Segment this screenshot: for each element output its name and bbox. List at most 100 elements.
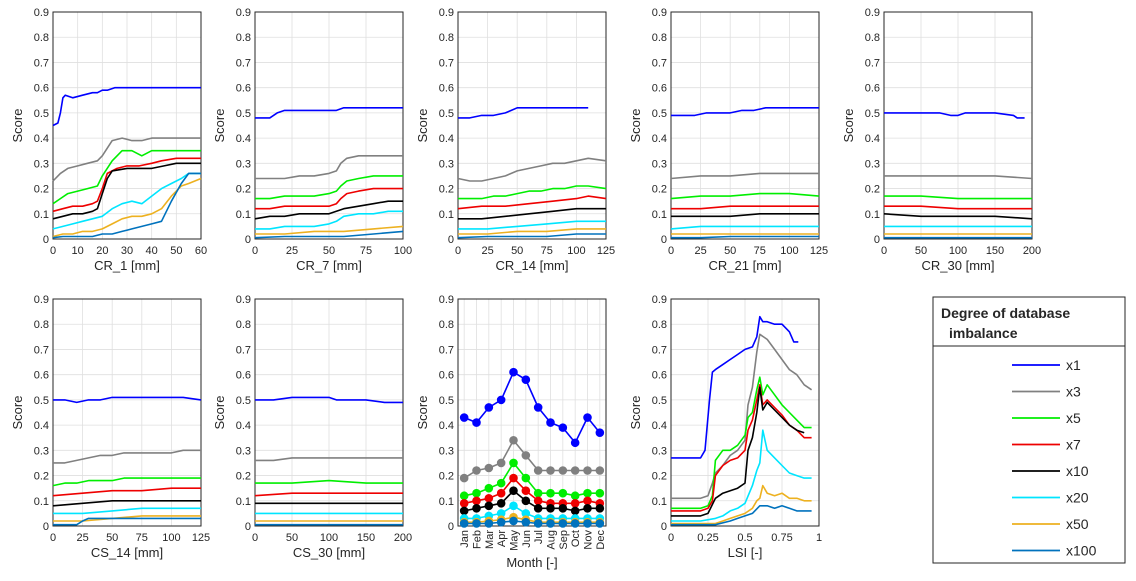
series-line-x3 bbox=[255, 155, 403, 180]
y-tick-label: 0.5 bbox=[34, 108, 49, 120]
series-line-x7 bbox=[52, 157, 201, 213]
data-point-x7 bbox=[583, 496, 592, 506]
y-tick-label: 0.7 bbox=[439, 57, 454, 69]
x-tick-label: 100 bbox=[949, 245, 967, 257]
series-line-x7 bbox=[254, 492, 403, 497]
y-tick-label: 0.3 bbox=[439, 445, 454, 457]
series-line-x7 bbox=[457, 195, 607, 210]
legend-label-x7: x7 bbox=[1066, 437, 1081, 453]
series-line-x5 bbox=[255, 479, 403, 484]
y-tick-label: 0.9 bbox=[865, 7, 880, 19]
subplot-1: 0 0.1 0.2 0.3 0.4 0.5 0.6 0.7 0.8 0.9 0 10 20 30 40 50 6… bbox=[10, 7, 207, 273]
series-line-x3 bbox=[52, 137, 201, 182]
data-point-x1 bbox=[509, 367, 518, 377]
y-tick-label: 0.3 bbox=[34, 445, 49, 457]
data-point-x5 bbox=[583, 488, 592, 498]
x-tick-label: 30 bbox=[121, 245, 133, 257]
legend-frame bbox=[932, 296, 1126, 564]
data-point-x7 bbox=[459, 499, 469, 508]
series-line-x10 bbox=[671, 213, 819, 218]
x-tick-label: 0.25 bbox=[697, 532, 718, 544]
data-point-x100 bbox=[509, 516, 518, 526]
series-line-x3 bbox=[53, 449, 201, 464]
data-point-x3 bbox=[509, 435, 518, 445]
series-line-x7 bbox=[671, 205, 819, 210]
y-tick-label: 0.5 bbox=[439, 395, 454, 407]
x-tick-label: 0 bbox=[252, 532, 258, 544]
subplot-7: 0 0.1 0.2 0.3 0.4 0.5 0.6 0.7 0.8 0.9 0 50 100 150 200… bbox=[212, 294, 412, 560]
series-line-x5 bbox=[52, 477, 201, 487]
y-tick-label: 0.8 bbox=[34, 319, 49, 331]
y-tick-label: 0 bbox=[448, 234, 454, 246]
data-point-x3 bbox=[570, 466, 580, 475]
y-tick-label: 0.2 bbox=[236, 184, 251, 196]
x-tick-label: 0.5 bbox=[737, 532, 752, 544]
y-tick-label: 0.3 bbox=[652, 445, 667, 457]
y-tick-label: 0.1 bbox=[34, 496, 49, 508]
x-tick-label: 125 bbox=[810, 245, 828, 257]
y-tick-label: 0.1 bbox=[439, 496, 454, 508]
x-tick-label: Dec bbox=[595, 530, 607, 550]
data-point-x1 bbox=[496, 395, 506, 405]
data-point-x10 bbox=[484, 501, 494, 511]
series-line-x10 bbox=[254, 200, 403, 220]
x-tick-label: 50 bbox=[170, 245, 182, 257]
legend-label-x20: x20 bbox=[1066, 490, 1089, 506]
series-line-x1 bbox=[671, 315, 799, 459]
y-tick-label: 0.5 bbox=[34, 395, 49, 407]
subplot-5: 0 0.1 0.2 0.3 0.4 0.5 0.6 0.7 0.8 0.9 0 50 100 150 200… bbox=[841, 7, 1041, 273]
y-axis-label: Score bbox=[212, 109, 227, 143]
y-tick-label: 0 bbox=[245, 234, 251, 246]
y-tick-label: 0.9 bbox=[34, 294, 49, 306]
series-line-x10 bbox=[52, 162, 201, 220]
series-line-x3 bbox=[884, 175, 1033, 180]
x-tick-label: 200 bbox=[394, 532, 412, 544]
series-line-x50 bbox=[671, 484, 812, 525]
y-tick-label: 0.3 bbox=[439, 158, 454, 170]
data-point-x100 bbox=[558, 519, 568, 528]
x-tick-label: 50 bbox=[511, 245, 523, 257]
legend-label-x5: x5 bbox=[1066, 410, 1081, 426]
y-tick-label: 0.4 bbox=[439, 420, 454, 432]
y-tick-label: 0.8 bbox=[34, 32, 49, 44]
data-point-x3 bbox=[459, 473, 469, 483]
x-tick-label: Aug bbox=[546, 530, 558, 550]
y-tick-label: 0.9 bbox=[34, 7, 49, 19]
series-line-x3 bbox=[671, 333, 813, 500]
x-tick-label: 125 bbox=[192, 532, 210, 544]
y-tick-label: 0.3 bbox=[865, 158, 880, 170]
y-tick-label: 0.9 bbox=[236, 294, 251, 306]
y-tick-label: 0.6 bbox=[236, 83, 251, 95]
y-tick-label: 0.5 bbox=[439, 108, 454, 120]
x-tick-label: 100 bbox=[162, 532, 180, 544]
x-tick-label: 0 bbox=[881, 245, 887, 257]
y-tick-label: 0.2 bbox=[34, 184, 49, 196]
series-line-x1 bbox=[52, 86, 201, 127]
data-point-x10 bbox=[583, 504, 592, 513]
x-tick-label: 25 bbox=[76, 532, 88, 544]
y-tick-label: 0.3 bbox=[652, 158, 667, 170]
y-tick-label: 0.9 bbox=[236, 7, 251, 19]
y-tick-label: 0 bbox=[874, 234, 880, 246]
series-line-x50 bbox=[458, 228, 606, 235]
x-tick-label: 125 bbox=[597, 245, 615, 257]
data-point-x10 bbox=[459, 506, 469, 516]
y-tick-label: 0.6 bbox=[439, 370, 454, 382]
x-tick-label: 0 bbox=[50, 245, 56, 257]
data-point-x7 bbox=[521, 486, 531, 495]
data-point-x1 bbox=[595, 428, 605, 437]
x-tick-label: 75 bbox=[136, 532, 148, 544]
axes-frame bbox=[457, 11, 607, 240]
x-tick-label: 25 bbox=[694, 245, 706, 257]
y-tick-label: 0.4 bbox=[34, 133, 49, 145]
x-tick-label: 20 bbox=[96, 245, 108, 257]
x-tick-label: 50 bbox=[323, 245, 335, 257]
y-tick-label: 0.9 bbox=[439, 294, 454, 306]
axes-frame bbox=[254, 298, 404, 527]
x-tick-label: Oct bbox=[570, 530, 582, 547]
data-point-x1 bbox=[484, 403, 494, 412]
y-tick-label: 0.1 bbox=[236, 209, 251, 221]
data-point-x7 bbox=[472, 496, 481, 506]
series-line-x1 bbox=[671, 107, 819, 117]
series-line-x5 bbox=[670, 192, 820, 200]
